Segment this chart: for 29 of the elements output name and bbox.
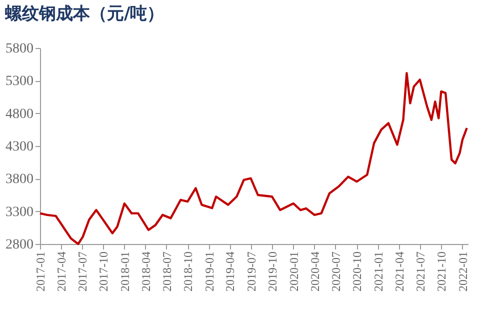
x-tick-label: 2018-07	[160, 252, 174, 292]
y-tick-label: 4800	[6, 106, 34, 122]
y-tick-label: 4300	[6, 140, 34, 154]
y-tick-label: 3300	[6, 204, 34, 220]
x-tick-label: 2021-04	[392, 252, 406, 292]
x-tick-label: 2019-01	[202, 252, 216, 292]
x-tick-label: 2017-01	[34, 252, 48, 292]
x-tick-label: 2018-04	[138, 252, 153, 292]
x-tick-label: 2022-01	[456, 252, 470, 292]
x-tick-label: 2020-10	[350, 252, 364, 292]
x-tick-label: 2017-10	[96, 252, 111, 292]
x-tick-label: 2019-04	[223, 252, 238, 292]
y-tick-label: 5300	[6, 74, 34, 90]
x-tick-label: 2019-07	[244, 252, 258, 292]
x-tick-label: 2020-01	[286, 252, 301, 292]
y-tick-label: 5800	[6, 42, 34, 56]
x-tick-label: 2017-04	[54, 252, 68, 292]
y-tick-label: 2800	[6, 238, 34, 252]
x-tick-label: 2018-10	[181, 252, 196, 292]
x-tick-label: 2017-07	[75, 252, 90, 292]
y-tick-label: 3800	[6, 172, 34, 188]
x-tick-label: 2021-01	[372, 252, 386, 292]
x-tick-label: 2018-01	[118, 252, 132, 292]
x-tick-label: 2021-10	[434, 252, 449, 292]
x-tick-label: 2020-04	[308, 252, 322, 292]
x-tick-label: 2020-07	[328, 252, 343, 292]
x-tick-label: 2021-07	[413, 252, 428, 292]
x-tick-label: 2019-10	[266, 252, 280, 292]
chart-title: 螺纹钢成本（元/吨）	[4, 4, 164, 24]
